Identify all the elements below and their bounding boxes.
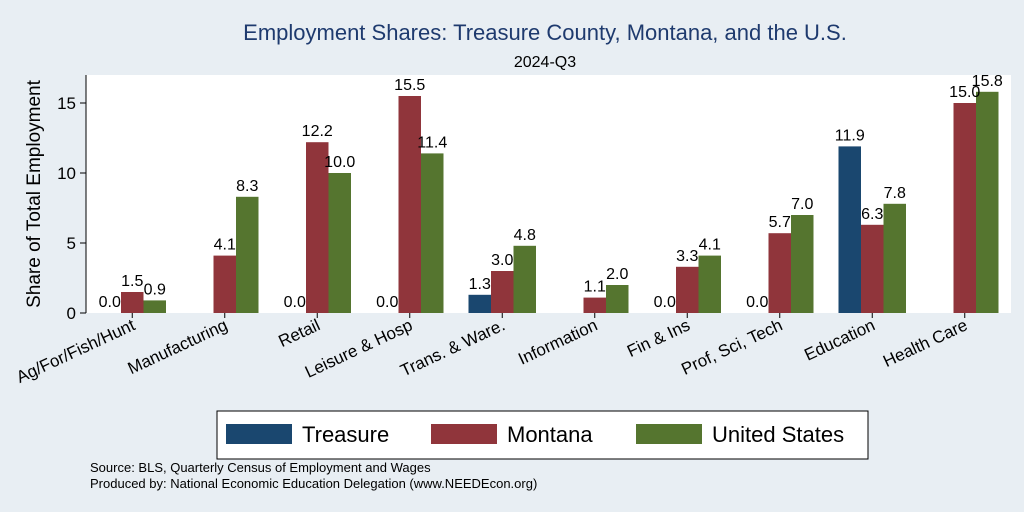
legend-swatch-montana xyxy=(431,424,497,444)
category-label-trans-ware: Trans. & Ware. xyxy=(397,315,507,380)
value-label-united-states-leisure-hosp: 11.4 xyxy=(417,134,447,151)
chart-subtitle: 2024-Q3 xyxy=(514,54,576,71)
value-label-united-states-retail: 10.0 xyxy=(324,154,355,171)
produced-by-note: Produced by: National Economic Education… xyxy=(90,476,537,491)
bar-montana-ag-for-fish-hunt xyxy=(121,292,144,313)
y-axis-ticks: 0 5 10 15 xyxy=(57,94,86,323)
value-label-montana-fin-ins: 3.3 xyxy=(676,248,698,265)
y-tick-label: 10 xyxy=(57,164,76,183)
bar-united-states-retail xyxy=(328,173,351,313)
value-label-montana-prof-sci-tech: 5.7 xyxy=(769,214,791,231)
value-label-treasure-education: 11.9 xyxy=(835,127,865,144)
value-label-montana-manufacturing: 4.1 xyxy=(214,237,236,254)
bar-montana-information xyxy=(583,297,606,313)
legend-swatch-treasure xyxy=(226,424,292,444)
value-label-montana-ag-for-fish-hunt: 1.5 xyxy=(121,273,143,290)
legend: Treasure Montana United States xyxy=(216,410,869,460)
bar-united-states-manufacturing xyxy=(236,196,259,313)
value-label-treasure-fin-ins: 0.0 xyxy=(654,294,676,311)
bar-united-states-ag-for-fish-hunt xyxy=(143,300,166,313)
bar-united-states-prof-sci-tech xyxy=(791,215,814,313)
legend-label-montana: Montana xyxy=(507,422,593,447)
category-label-retail: Retail xyxy=(276,315,323,351)
y-tick-label: 0 xyxy=(67,304,76,323)
bar-united-states-leisure-hosp xyxy=(421,153,444,313)
y-axis-label: Share of Total Employment xyxy=(24,79,45,307)
bar-montana-leisure-hosp xyxy=(398,96,421,313)
value-label-united-states-prof-sci-tech: 7.0 xyxy=(791,196,813,213)
value-label-treasure-prof-sci-tech: 0.0 xyxy=(746,294,768,311)
value-label-united-states-manufacturing: 8.3 xyxy=(236,178,258,195)
category-label-ag-for-fish-hunt: Ag/For/Fish/Hunt xyxy=(13,315,138,387)
value-label-united-states-fin-ins: 4.1 xyxy=(699,237,721,254)
value-label-montana-education: 6.3 xyxy=(861,206,883,223)
bar-montana-health-care xyxy=(953,103,976,313)
chart-title: Employment Shares: Treasure County, Mont… xyxy=(243,20,847,45)
value-label-treasure-trans-ware: 1.3 xyxy=(469,276,491,293)
category-label-manufacturing: Manufacturing xyxy=(125,315,231,378)
bars-group xyxy=(121,91,999,313)
category-label-education: Education xyxy=(801,315,878,364)
value-label-montana-trans-ware: 3.0 xyxy=(491,252,513,269)
value-label-united-states-information: 2.0 xyxy=(606,266,628,283)
category-label-health-care: Health Care xyxy=(880,315,970,371)
legend-label-united-states: United States xyxy=(712,422,844,447)
legend-label-treasure: Treasure xyxy=(302,422,389,447)
legend-box xyxy=(216,410,869,460)
value-label-montana-leisure-hosp: 15.5 xyxy=(394,77,425,94)
bar-united-states-information xyxy=(606,285,629,313)
bar-united-states-education xyxy=(883,203,906,313)
bar-montana-education xyxy=(861,224,884,313)
bar-united-states-trans-ware xyxy=(513,245,536,313)
bar-united-states-health-care xyxy=(976,91,999,313)
bar-montana-retail xyxy=(306,142,329,313)
bar-treasure-education xyxy=(838,146,861,313)
value-label-united-states-ag-for-fish-hunt: 0.9 xyxy=(144,281,166,298)
legend-swatch-united-states xyxy=(636,424,702,444)
value-label-treasure-ag-for-fish-hunt: 0.0 xyxy=(99,294,121,311)
value-label-united-states-health-care: 15.8 xyxy=(972,73,1003,90)
value-label-treasure-leisure-hosp: 0.0 xyxy=(376,294,398,311)
bar-united-states-fin-ins xyxy=(698,255,721,313)
value-label-united-states-trans-ware: 4.8 xyxy=(514,227,536,244)
bar-montana-manufacturing xyxy=(213,255,236,313)
category-label-prof-sci-tech: Prof, Sci, Tech xyxy=(678,315,785,378)
y-tick-label: 5 xyxy=(67,234,76,253)
category-label-fin-ins: Fin & Ins xyxy=(624,315,693,361)
value-label-treasure-retail: 0.0 xyxy=(284,294,306,311)
bar-montana-prof-sci-tech xyxy=(768,233,791,313)
bar-montana-fin-ins xyxy=(676,266,699,313)
value-label-montana-information: 1.1 xyxy=(584,279,606,296)
source-note: Source: BLS, Quarterly Census of Employm… xyxy=(90,460,431,475)
y-tick-label: 15 xyxy=(57,94,76,113)
value-label-montana-health-care: 15.0 xyxy=(949,84,980,101)
value-label-united-states-education: 7.8 xyxy=(884,185,906,202)
bar-treasure-trans-ware xyxy=(468,294,491,313)
category-label-information: Information xyxy=(515,315,600,368)
value-labels-group: 0.01.5 0.94.18.30.012.210.00.015.511.41.3… xyxy=(99,73,1003,311)
value-label-montana-retail: 12.2 xyxy=(302,123,333,140)
bar-montana-trans-ware xyxy=(491,271,514,313)
